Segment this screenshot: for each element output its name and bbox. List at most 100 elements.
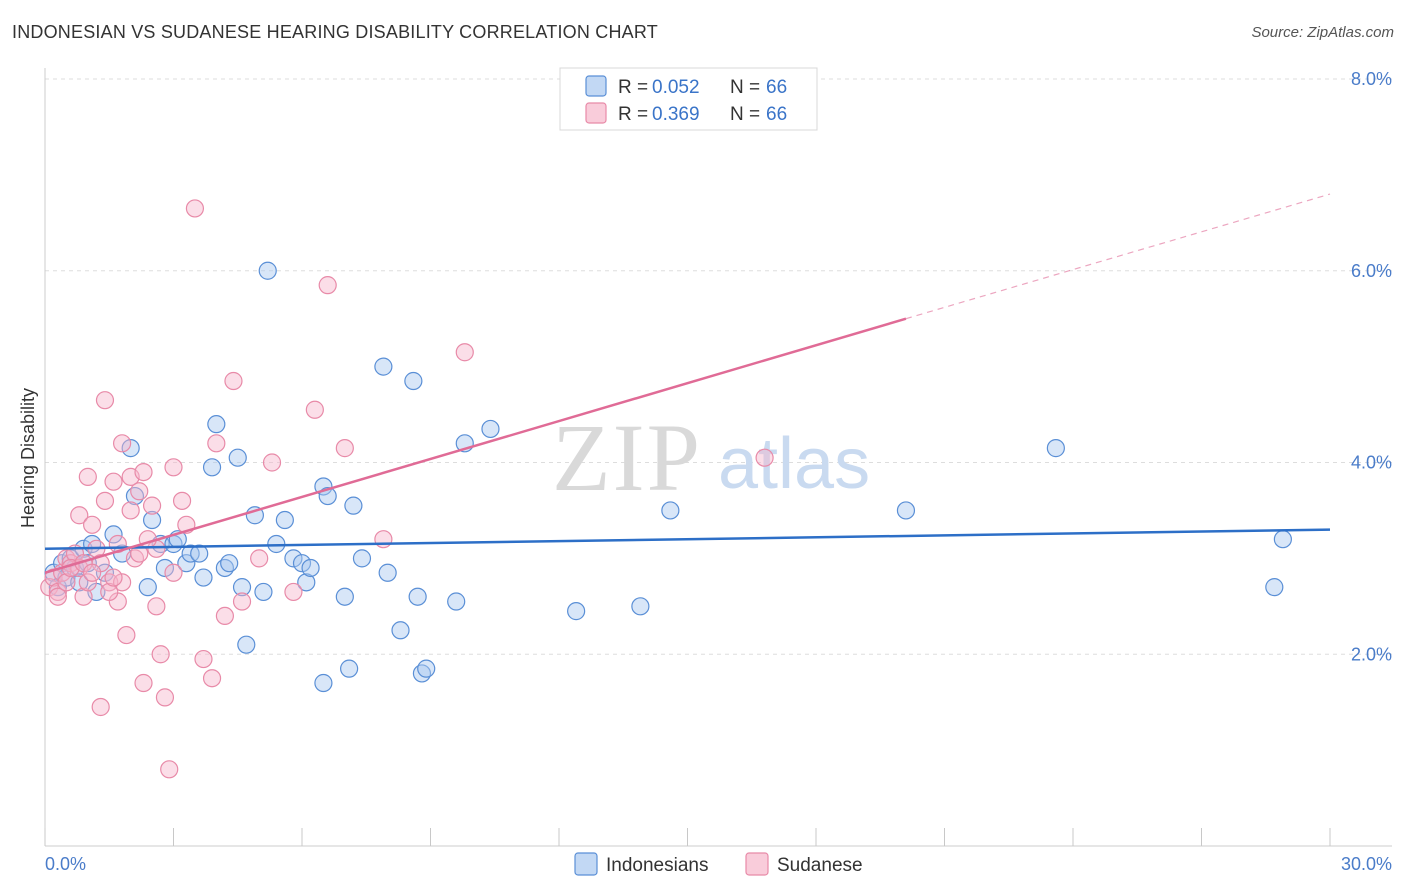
sudanese-trend-line xyxy=(44,317,907,574)
sudanese-point xyxy=(100,582,119,602)
sudanese-point xyxy=(151,645,170,664)
sudanese-point xyxy=(284,582,303,602)
sudanese-point xyxy=(78,467,97,486)
indonesian-point xyxy=(335,587,354,606)
indonesian-point xyxy=(138,578,157,597)
legend-bottom-swatch-sudanese xyxy=(745,852,769,876)
legend-swatch-sudanese xyxy=(585,102,607,124)
indonesian-point xyxy=(661,501,680,520)
indonesian-point xyxy=(207,415,226,434)
legend-n-value-1: 66 xyxy=(766,77,787,98)
trend-lines xyxy=(44,193,1331,574)
y-tick-label: 2.0% xyxy=(1351,644,1392,664)
sudanese-point xyxy=(48,587,67,606)
sudanese-point xyxy=(134,462,153,482)
indonesian-point xyxy=(314,673,333,693)
indonesian-point xyxy=(104,525,123,544)
sudanese-point xyxy=(91,697,110,717)
sudanese-point xyxy=(70,506,89,525)
indonesian-point xyxy=(202,458,222,477)
legend-r-label-2: R = xyxy=(618,104,648,125)
indonesian-point xyxy=(228,448,247,467)
chart-title: INDONESIAN VS SUDANESE HEARING DISABILIT… xyxy=(12,22,658,42)
indonesian-point xyxy=(284,549,303,568)
indonesian-point xyxy=(190,544,209,563)
legend-r-label-1: R = xyxy=(618,77,648,98)
series-sudanese xyxy=(40,199,774,779)
indonesian-point xyxy=(447,592,466,611)
indonesian-point xyxy=(292,554,312,573)
y-tick-label: 6.0% xyxy=(1351,261,1392,281)
indonesian-point xyxy=(194,568,213,587)
watermark: ZIP atlas xyxy=(552,404,870,511)
indonesian-point xyxy=(155,558,175,578)
legend-n-value-2: 66 xyxy=(766,104,787,125)
indonesian-point xyxy=(1265,578,1284,597)
sudanese-point xyxy=(755,448,774,467)
sudanese-point xyxy=(232,592,252,611)
indonesian-point xyxy=(896,501,916,520)
sudanese-point xyxy=(224,371,243,391)
legend-top: R = 0.052 N = 66 R = 0.369 N = 66 xyxy=(559,67,818,131)
legend-bottom-swatch-indonesians xyxy=(574,852,598,876)
legend-n-label-1: N = xyxy=(730,77,760,98)
sudanese-point xyxy=(95,391,115,410)
indonesian-point xyxy=(301,558,320,578)
sudanese-point xyxy=(250,549,269,568)
x-tick-label: 0.0% xyxy=(45,854,86,874)
sudanese-point xyxy=(142,496,162,515)
indonesian-point xyxy=(237,635,256,654)
indonesian-point xyxy=(258,261,277,280)
gridlines xyxy=(45,78,1392,655)
legend-bottom-label-indonesians: Indonesians xyxy=(606,855,708,876)
indonesian-point xyxy=(344,496,363,515)
source-label: Source: ZipAtlas.com xyxy=(1251,24,1394,41)
indonesian-point xyxy=(121,439,140,458)
sudanese-point xyxy=(78,573,97,592)
watermark-zip: ZIP xyxy=(552,404,702,511)
legend-swatch-indonesians xyxy=(585,75,607,97)
indonesian-point xyxy=(340,659,359,678)
sudanese-point xyxy=(134,673,153,693)
x-tick-label: 30.0% xyxy=(1341,854,1392,874)
sudanese-point xyxy=(207,434,226,453)
sudanese-point xyxy=(185,199,205,218)
sudanese-point xyxy=(155,688,175,707)
indonesian-point xyxy=(374,357,393,376)
indonesian-point xyxy=(408,587,427,606)
sudanese-point xyxy=(164,563,183,582)
axes xyxy=(44,68,1392,847)
sudanese-point xyxy=(202,669,222,688)
sudanese-point xyxy=(117,625,136,645)
sudanese-point xyxy=(83,515,102,534)
sudanese-point xyxy=(104,472,123,491)
sudanese-point xyxy=(374,530,393,549)
sudanese-point xyxy=(147,597,166,616)
sudanese-point xyxy=(95,491,115,510)
y-axis-title: Hearing Disability xyxy=(18,388,38,528)
indonesians-trend-line xyxy=(44,528,1331,551)
indonesian-point xyxy=(567,602,586,621)
sudanese-point xyxy=(121,501,140,520)
y-tick-label: 8.0% xyxy=(1351,69,1392,89)
indonesian-point xyxy=(417,659,436,678)
legend-bottom-label-sudanese: Sudanese xyxy=(777,855,863,876)
sudanese-point xyxy=(112,434,132,453)
indonesian-point xyxy=(378,563,397,582)
sudanese-point xyxy=(83,563,102,582)
indonesian-point xyxy=(481,419,500,439)
sudanese-point xyxy=(112,573,132,592)
sudanese-point xyxy=(305,400,324,419)
sudanese-point xyxy=(160,760,179,779)
sudanese-point xyxy=(104,568,123,587)
legend-n-label-2: N = xyxy=(730,104,760,125)
sudanese-point xyxy=(130,482,149,501)
indonesian-point xyxy=(95,563,115,582)
indonesian-point xyxy=(267,534,286,554)
indonesian-point xyxy=(352,549,372,568)
legend-bottom: Indonesians Sudanese xyxy=(574,852,863,876)
y-tick-label: 4.0% xyxy=(1351,453,1392,473)
legend-r-value-1: 0.052 xyxy=(652,77,700,98)
sudanese-point xyxy=(262,453,282,472)
